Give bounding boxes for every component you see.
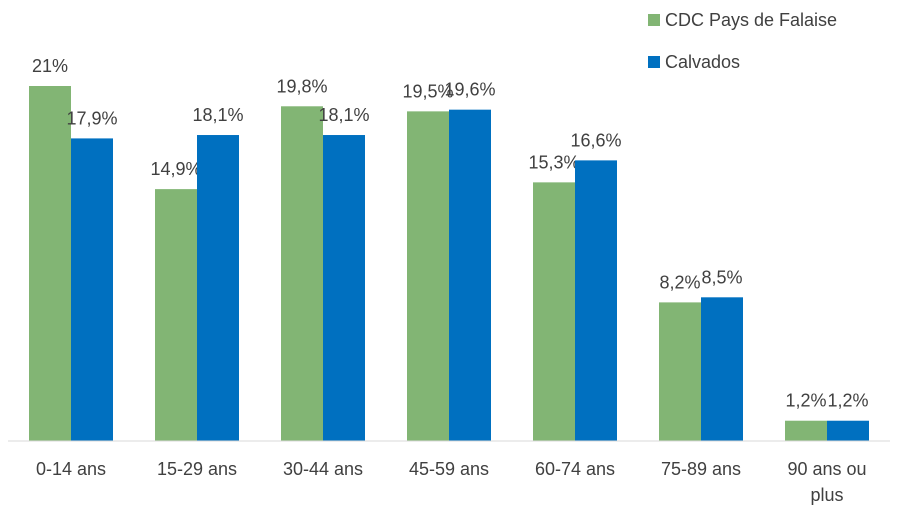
data-label: 19,8% — [276, 76, 327, 96]
x-tick-label: 15-29 ans — [156, 459, 238, 479]
bar — [155, 189, 197, 441]
x-tick-label: 90 ans ou plus — [787, 459, 867, 505]
bar — [449, 109, 491, 442]
bar — [323, 135, 365, 441]
x-tick-label: 0-14 ans — [35, 459, 107, 479]
bar — [785, 420, 827, 441]
data-label: 16,6% — [570, 130, 621, 150]
bar — [533, 182, 575, 441]
data-label: 1,2% — [827, 391, 868, 411]
bar — [71, 138, 113, 441]
bar — [701, 297, 743, 441]
bar — [659, 302, 701, 441]
data-label: 18,1% — [192, 105, 243, 125]
legend-swatch — [648, 56, 660, 68]
x-tick-label: 45-59 ans — [408, 459, 490, 479]
data-label: 8,5% — [701, 267, 742, 287]
bar — [827, 420, 869, 441]
data-label: 1,2% — [785, 391, 826, 411]
x-tick-label: 75-89 ans — [660, 459, 742, 479]
bar — [197, 135, 239, 441]
x-tick-label: 30-44 ans — [282, 459, 364, 479]
x-tick-label: 60-74 ans — [534, 459, 616, 479]
data-label: 15,3% — [528, 152, 579, 172]
bar — [281, 106, 323, 442]
legend-swatch — [648, 14, 660, 26]
legend-label: CDC Pays de Falaise — [665, 10, 837, 30]
data-label: 19,6% — [444, 80, 495, 100]
data-label: 17,9% — [66, 108, 117, 128]
data-label: 14,9% — [150, 159, 201, 179]
data-label: 18,1% — [318, 105, 369, 125]
bar — [29, 86, 71, 441]
data-label: 8,2% — [659, 272, 700, 292]
bar — [407, 111, 449, 441]
bar — [575, 160, 617, 441]
data-label: 19,5% — [402, 81, 453, 101]
legend-label: Calvados — [665, 52, 740, 72]
data-label: 21% — [32, 56, 68, 76]
